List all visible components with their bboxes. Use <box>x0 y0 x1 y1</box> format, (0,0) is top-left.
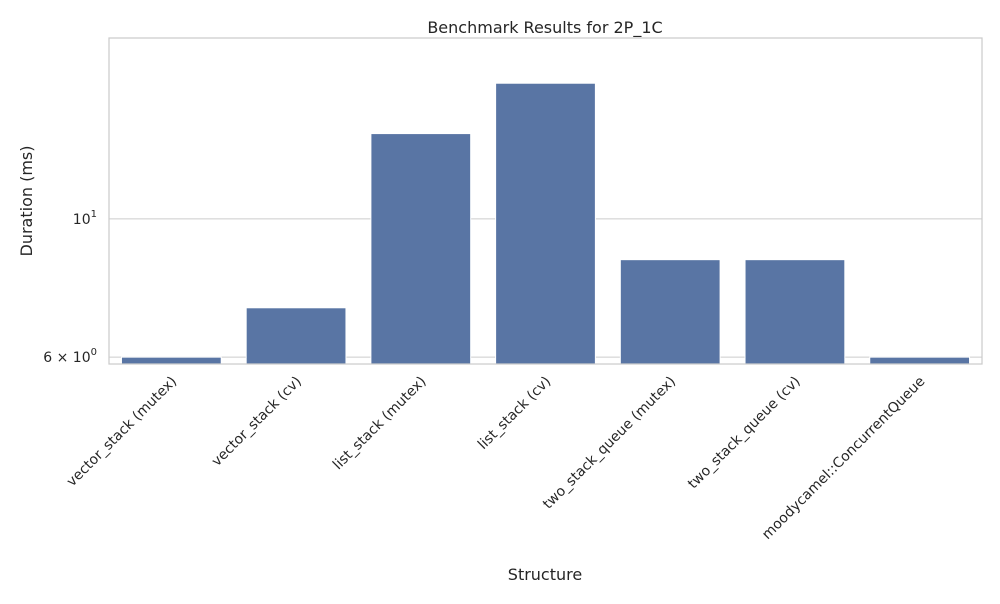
y-tick-label-exponent: 1 <box>91 209 97 220</box>
bar <box>245 307 347 365</box>
bar <box>869 356 971 365</box>
bar <box>495 82 596 365</box>
y-tick-label-base: 10 <box>73 212 91 228</box>
y-tick-label: 6 × 100 <box>43 347 97 366</box>
bar <box>370 133 472 365</box>
x-tick-label: vector_stack (cv) <box>209 374 305 470</box>
y-tick-label: 101 <box>73 209 97 228</box>
plot-frame <box>108 37 983 365</box>
bar <box>619 259 721 365</box>
chart-title: Benchmark Results for 2P_1C <box>427 18 662 38</box>
y-axis-label: Duration (ms) <box>17 146 36 257</box>
x-tick-label: list_stack (mutex) <box>330 374 430 474</box>
y-tick-label-exponent: 0 <box>91 347 97 358</box>
bars-layer <box>120 82 971 365</box>
x-axis-label: Structure <box>508 565 582 584</box>
bar <box>744 259 846 365</box>
x-tick-label: two_stack_queue (mutex) <box>540 374 679 513</box>
x-tick-label: two_stack_queue (cv) <box>685 374 804 493</box>
x-tick-label: list_stack (cv) <box>475 374 554 453</box>
x-tick-label: vector_stack (mutex) <box>64 374 180 490</box>
y-tick-label-base: 6 × 10 <box>43 350 90 366</box>
y-tick-labels: 101 6 × 100 <box>43 209 97 366</box>
bar <box>120 356 222 365</box>
x-tick-labels: vector_stack (mutex) vector_stack (cv) lis… <box>64 374 929 543</box>
